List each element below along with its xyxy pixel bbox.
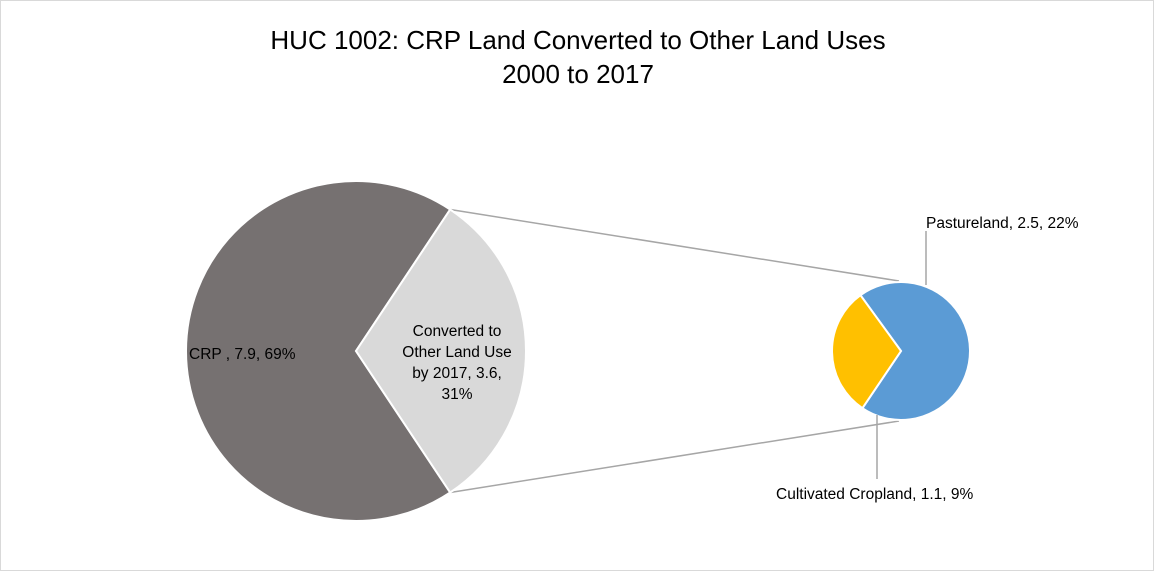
label-crp: CRP , 7.9, 69% — [189, 346, 296, 363]
label-pastureland: Pastureland, 2.5, 22% — [926, 215, 1079, 232]
label-cultivated: Cultivated Cropland, 1.1, 9% — [776, 486, 974, 503]
slice-converted — [354, 208, 527, 494]
connector-top — [450, 208, 900, 282]
slice-pastureland — [859, 281, 971, 421]
data-labels: CRP , 7.9, 69% Converted to Other Land Use… — [189, 215, 1079, 503]
chart-subtitle: 2000 to 2017 — [502, 59, 654, 89]
slice-crp — [185, 180, 452, 522]
label-converted: Converted to Other Land Use by 2017, 3.6, 3… — [402, 323, 511, 403]
chart-title: HUC 1002: CRP Land Converted to Other La… — [270, 25, 885, 55]
connector-lines — [450, 208, 900, 494]
primary-pie — [185, 180, 527, 522]
connector-bottom — [450, 420, 900, 494]
secondary-pie — [831, 281, 971, 421]
slice-cultivated — [831, 293, 903, 410]
